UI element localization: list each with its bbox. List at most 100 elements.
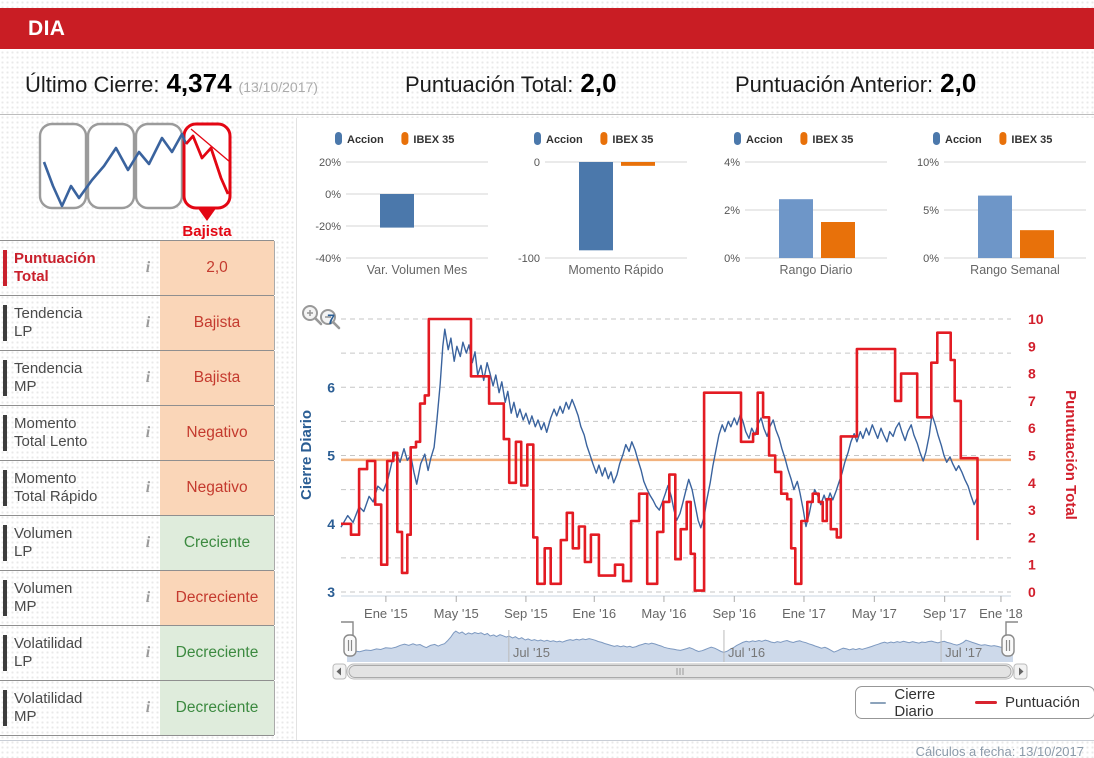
navigator-handle-left-stem — [341, 621, 354, 635]
puntuacion-total-value: 2,0 — [580, 68, 617, 98]
left-axis-title: Cierre Diario — [298, 410, 315, 500]
info-icon[interactable]: i — [145, 534, 151, 551]
sidebar-row: Volatilidad MP i Decreciente — [0, 680, 275, 736]
left-tick-label: 5 — [327, 448, 335, 464]
info-icon[interactable]: i — [145, 314, 151, 331]
right-tick-label: 10 — [1028, 311, 1044, 327]
legend-swatch[interactable] — [600, 132, 608, 145]
status-cell: Negativo — [160, 406, 275, 460]
x-tick-label: Sep '16 — [712, 606, 756, 621]
indicator-label: Momento Total Rápido — [14, 470, 98, 505]
y-tick-label: -20% — [315, 221, 341, 233]
mini-chart-rango-semanal: Accion IBEX 35 10% 5% 0% Rango Semanal — [896, 118, 1094, 292]
legend-swatch[interactable] — [999, 132, 1007, 145]
right-tick-label: 3 — [1028, 502, 1036, 518]
mini-chart-momento-rapido: Accion IBEX 35 0 -100 Momento Rápido — [497, 118, 697, 292]
status-cell: Decreciente — [160, 626, 275, 680]
x-tick-label: Ene '16 — [572, 606, 616, 621]
legend-label[interactable]: IBEX 35 — [1012, 134, 1053, 146]
row-accent-bar — [3, 635, 7, 671]
zoom-in-icon[interactable] — [302, 305, 323, 326]
legend-label[interactable]: IBEX 35 — [413, 134, 454, 146]
row-accent-bar — [3, 305, 7, 341]
legend-swatch[interactable] — [800, 132, 808, 145]
legend-item-puntuaci-n[interactable]: Puntuación — [974, 694, 1080, 711]
left-tick-label: 3 — [327, 584, 335, 600]
info-icon[interactable]: i — [145, 644, 151, 661]
indicator-label: Momento Total Lento — [14, 415, 88, 450]
navigator-handle-left[interactable] — [343, 634, 357, 657]
row-accent-bar — [3, 690, 7, 726]
y-tick-label: 0% — [724, 253, 740, 265]
legend-item-cierre-diario[interactable]: Cierre Diario — [870, 686, 957, 720]
scrollbar-left-arrow[interactable] — [332, 663, 347, 680]
status-cell: Creciente — [160, 516, 275, 570]
legend-label[interactable]: Accion — [347, 134, 384, 146]
status-cell: Bajista — [160, 296, 275, 350]
legend-swatch[interactable] — [334, 132, 342, 145]
stat-puntuacion-anterior: Puntuación Anterior: 2,0 — [735, 68, 976, 99]
legend-label[interactable]: Accion — [746, 134, 783, 146]
info-icon[interactable]: i — [145, 369, 151, 386]
row-accent-bar — [3, 525, 7, 561]
y-tick-label: 0% — [923, 253, 939, 265]
indicator-table: Puntuación Total i 2,0 Tendencia LP i Bajista Te… — [0, 240, 275, 736]
legend-swatch[interactable] — [401, 132, 409, 145]
sidebar-row: Momento Total Rápido i Negativo — [0, 460, 275, 515]
navigator-handle-right[interactable] — [1001, 634, 1015, 657]
right-tick-label: 4 — [1028, 475, 1036, 491]
y-tick-label: 0% — [325, 189, 341, 201]
right-tick-label: 5 — [1028, 448, 1036, 464]
pattern-pointer — [197, 207, 217, 221]
status-cell: Decreciente — [160, 571, 275, 625]
mini-chart-title: Momento Rápido — [569, 263, 664, 277]
indicator-label: Volumen LP — [14, 525, 73, 560]
scrollbar-right-arrow[interactable] — [1013, 663, 1028, 680]
x-tick-label: Ene '17 — [782, 606, 826, 621]
row-accent-bar — [3, 470, 7, 506]
series-puntuacion — [341, 317, 979, 592]
pattern-box — [134, 122, 184, 210]
info-icon[interactable]: i — [145, 424, 151, 441]
puntuacion-total-label: Puntuación Total: — [405, 72, 574, 97]
zoom-out-icon[interactable] — [320, 309, 341, 330]
legend-label[interactable]: IBEX 35 — [613, 134, 654, 146]
x-tick-label: May '17 — [852, 606, 897, 621]
var-volumen-mes-svg: Accion IBEX 35 20% 0% -20% -40% Var. Volumen M… — [315, 132, 488, 277]
left-tick-label: 6 — [327, 379, 335, 395]
right-tick-label: 7 — [1028, 393, 1036, 409]
navigator-label: Jul '15 — [513, 645, 550, 660]
legend-line-sample — [974, 701, 997, 704]
bar-ibex35 — [621, 162, 656, 166]
legend-label[interactable]: Accion — [546, 134, 583, 146]
navigator-area[interactable] — [347, 631, 1013, 662]
info-icon[interactable]: i — [145, 479, 151, 496]
page-title: DIA — [28, 16, 66, 40]
legend-swatch[interactable] — [933, 132, 941, 145]
info-icon[interactable]: i — [145, 259, 151, 276]
info-icon[interactable]: i — [145, 589, 151, 606]
y-tick-label: 2% — [724, 205, 740, 217]
legend-label[interactable]: IBEX 35 — [812, 134, 853, 146]
info-icon[interactable]: i — [145, 699, 151, 716]
pattern-line-red — [184, 134, 230, 195]
status-cell: Bajista — [160, 351, 275, 405]
x-tick-label: May '16 — [641, 606, 686, 621]
y-tick-label: 0 — [534, 157, 540, 169]
row-accent-bar — [3, 415, 7, 451]
indicator-label: Volatilidad MP — [14, 690, 83, 725]
legend-label[interactable]: Accion — [945, 134, 982, 146]
stat-puntuacion-total: Puntuación Total: 2,0 — [405, 68, 617, 99]
pattern-thumbnails: Bajista — [34, 120, 244, 242]
right-tick-label: 1 — [1028, 557, 1036, 573]
sidebar-row: Puntuación Total i 2,0 — [0, 240, 275, 295]
bar-accion — [579, 162, 614, 251]
legend-swatch[interactable] — [733, 132, 741, 145]
legend-swatch[interactable] — [534, 132, 542, 145]
ultimo-cierre-value: 4,374 — [166, 68, 232, 98]
navigator-label: Jul '16 — [728, 645, 765, 660]
legend-line-sample — [870, 701, 887, 704]
x-tick-label: Sep '15 — [504, 606, 548, 621]
momento-rapido-svg: Accion IBEX 35 0 -100 Momento Rápido — [518, 132, 688, 277]
